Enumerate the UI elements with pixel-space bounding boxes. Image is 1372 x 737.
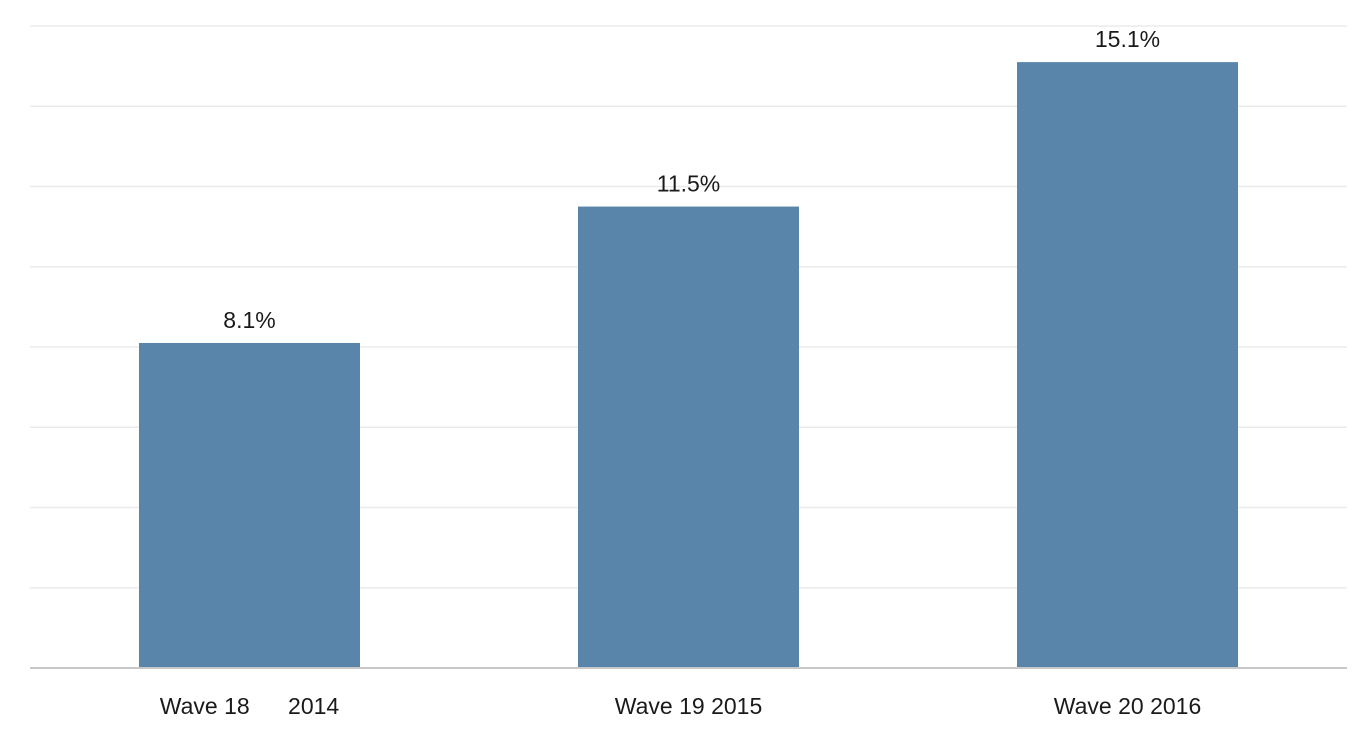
bar-value-label: 11.5% xyxy=(657,171,721,197)
x-tick-labels: Wave 18 2014 Wave 19 2015 Wave 20 2016 xyxy=(160,693,1201,719)
bar xyxy=(139,342,360,668)
x-tick-label: Wave 18 2014 xyxy=(160,693,340,719)
data-labels: 8.1% 11.5% 15.1% xyxy=(223,26,1160,333)
bar-value-label: 15.1% xyxy=(1095,26,1160,52)
bar xyxy=(578,206,799,668)
bar-value-label: 8.1% xyxy=(223,307,275,333)
x-tick-label: Wave 19 2015 xyxy=(615,693,762,719)
bar xyxy=(1017,62,1238,669)
x-tick-label: Wave 20 2016 xyxy=(1054,693,1201,719)
bars xyxy=(139,62,1238,669)
